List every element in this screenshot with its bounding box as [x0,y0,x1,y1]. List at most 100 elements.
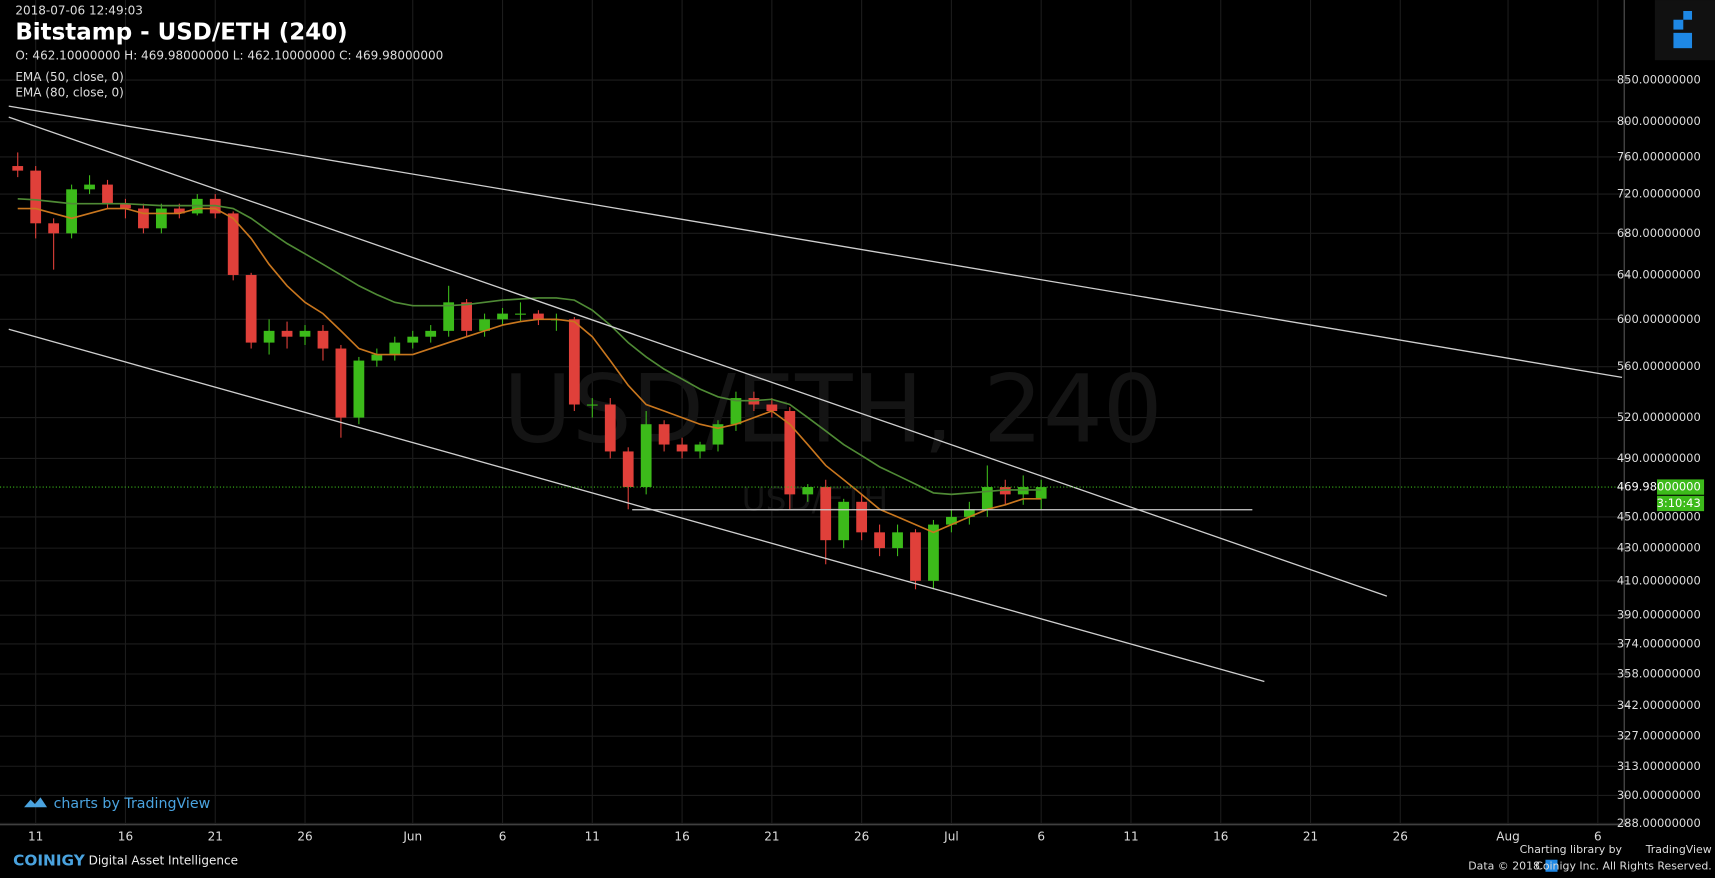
chart-title: Bitstamp - USD/ETH (240) [15,19,347,45]
coinigy-icon [1545,859,1558,872]
candle-body [874,532,885,549]
marks [12,152,1047,590]
y-tick-label: 600.00000000 [1617,312,1701,326]
trend-line [8,116,1388,597]
x-tick-label: 6 [1594,829,1602,843]
candle-body [263,330,275,343]
x-tick-label: Aug [1496,829,1519,843]
x-tick-label: 16 [674,829,689,843]
candle-body [946,516,957,525]
y-tick-label: 342.00000000 [1617,698,1701,712]
y-tick-label: 720.00000000 [1617,187,1701,201]
candle-body [676,444,688,452]
y-tick-label: 680.00000000 [1617,226,1701,240]
candle-body [227,213,239,275]
indicator-legend: EMA (80, close, 0) [15,86,124,100]
candle-body [658,424,670,445]
candle-body [317,330,329,349]
candle-body [730,398,742,425]
y-tick-label: 850.00000000 [1617,73,1701,87]
y-tick-label: 430.00000000 [1617,541,1701,555]
data-year: Data © 2018 [1468,859,1540,872]
ema-line [17,207,1042,534]
y-tick-label: 490.00000000 [1617,451,1701,465]
candle-body [407,336,419,343]
candle-body [299,330,311,337]
x-tick-label: 11 [28,829,43,843]
candle-body [245,274,257,343]
candle-body [461,302,472,331]
trend-line [8,105,1623,379]
candle-body [173,208,185,214]
y-tick-label: 410.00000000 [1617,573,1701,587]
candle-body [928,524,939,581]
watermark: USD/ETH, 240 [503,356,1163,465]
x-tick-label: 26 [297,829,312,843]
y-tick-label: 520.00000000 [1617,410,1701,424]
candle-body [30,170,42,224]
candle-body [1035,487,1047,499]
candle-body [586,404,598,406]
candle-body [568,319,580,405]
candle-body [138,208,149,229]
x-tick-label: 16 [1213,829,1228,843]
candle-body [694,444,706,452]
candle-body [84,184,95,190]
candle-body [712,424,724,445]
x-tick-label: Jul [943,829,959,843]
x-tick-label: 11 [585,829,600,843]
x-tick-label: Jun [402,829,422,843]
y-tick-label: 760.00000000 [1617,149,1701,163]
candle-body [66,189,77,234]
candle-body [604,404,616,452]
logo [1654,0,1715,61]
tv-logo [24,797,48,808]
y-tick-label: 313.00000000 [1617,759,1701,773]
x-tick-label: 6 [1037,829,1045,843]
y-tick-label: 640.00000000 [1617,267,1701,281]
x-tick-label: 26 [1393,829,1408,843]
candle-body [155,208,167,229]
candle-body [335,348,347,418]
y-tick-label: 560.00000000 [1617,359,1701,373]
x-tick-label: 21 [208,829,223,843]
charts-by[interactable]: charts by TradingView [54,796,211,812]
timestamp: 2018-07-06 12:49:03 [15,3,143,17]
candle-body [784,411,796,495]
candle-body [766,404,778,412]
x-tick-label: 6 [499,829,507,843]
y-tick-label: 358.00000000 [1617,666,1701,680]
y-tick-label: 800.00000000 [1617,114,1701,128]
candle-body [533,313,544,320]
candle-body [856,501,868,533]
candle-body [12,166,24,171]
countdown-box [1657,495,1705,512]
last-price-box [1657,479,1705,495]
candle-body [981,487,993,510]
x-tick-label: 21 [764,829,779,843]
x-tick-label: 26 [854,829,869,843]
y-tick-label: 450.00000000 [1617,509,1701,523]
candle-body [497,313,508,320]
brand: COINIGY [13,851,86,869]
candle-body [622,451,634,488]
y-tick-label: 390.00000000 [1617,608,1701,622]
candle-body [838,501,850,541]
countdown: 3:10:43 [1657,496,1701,510]
library-brand[interactable]: TradingView [1645,843,1712,856]
candle-body [371,354,383,361]
x-tick-label: 11 [1123,829,1138,843]
last-price-label: 469.98000000 [1617,480,1701,494]
candle-body [102,184,113,204]
candle-body [892,532,903,549]
y-tick-label: 288.00000000 [1617,816,1701,830]
candle-body [963,509,975,517]
library-credit: Charting library by [1520,843,1623,856]
trend-lines [8,105,1623,683]
candle-body [425,330,437,337]
candle-body [443,302,455,331]
trend-line [8,328,1265,683]
